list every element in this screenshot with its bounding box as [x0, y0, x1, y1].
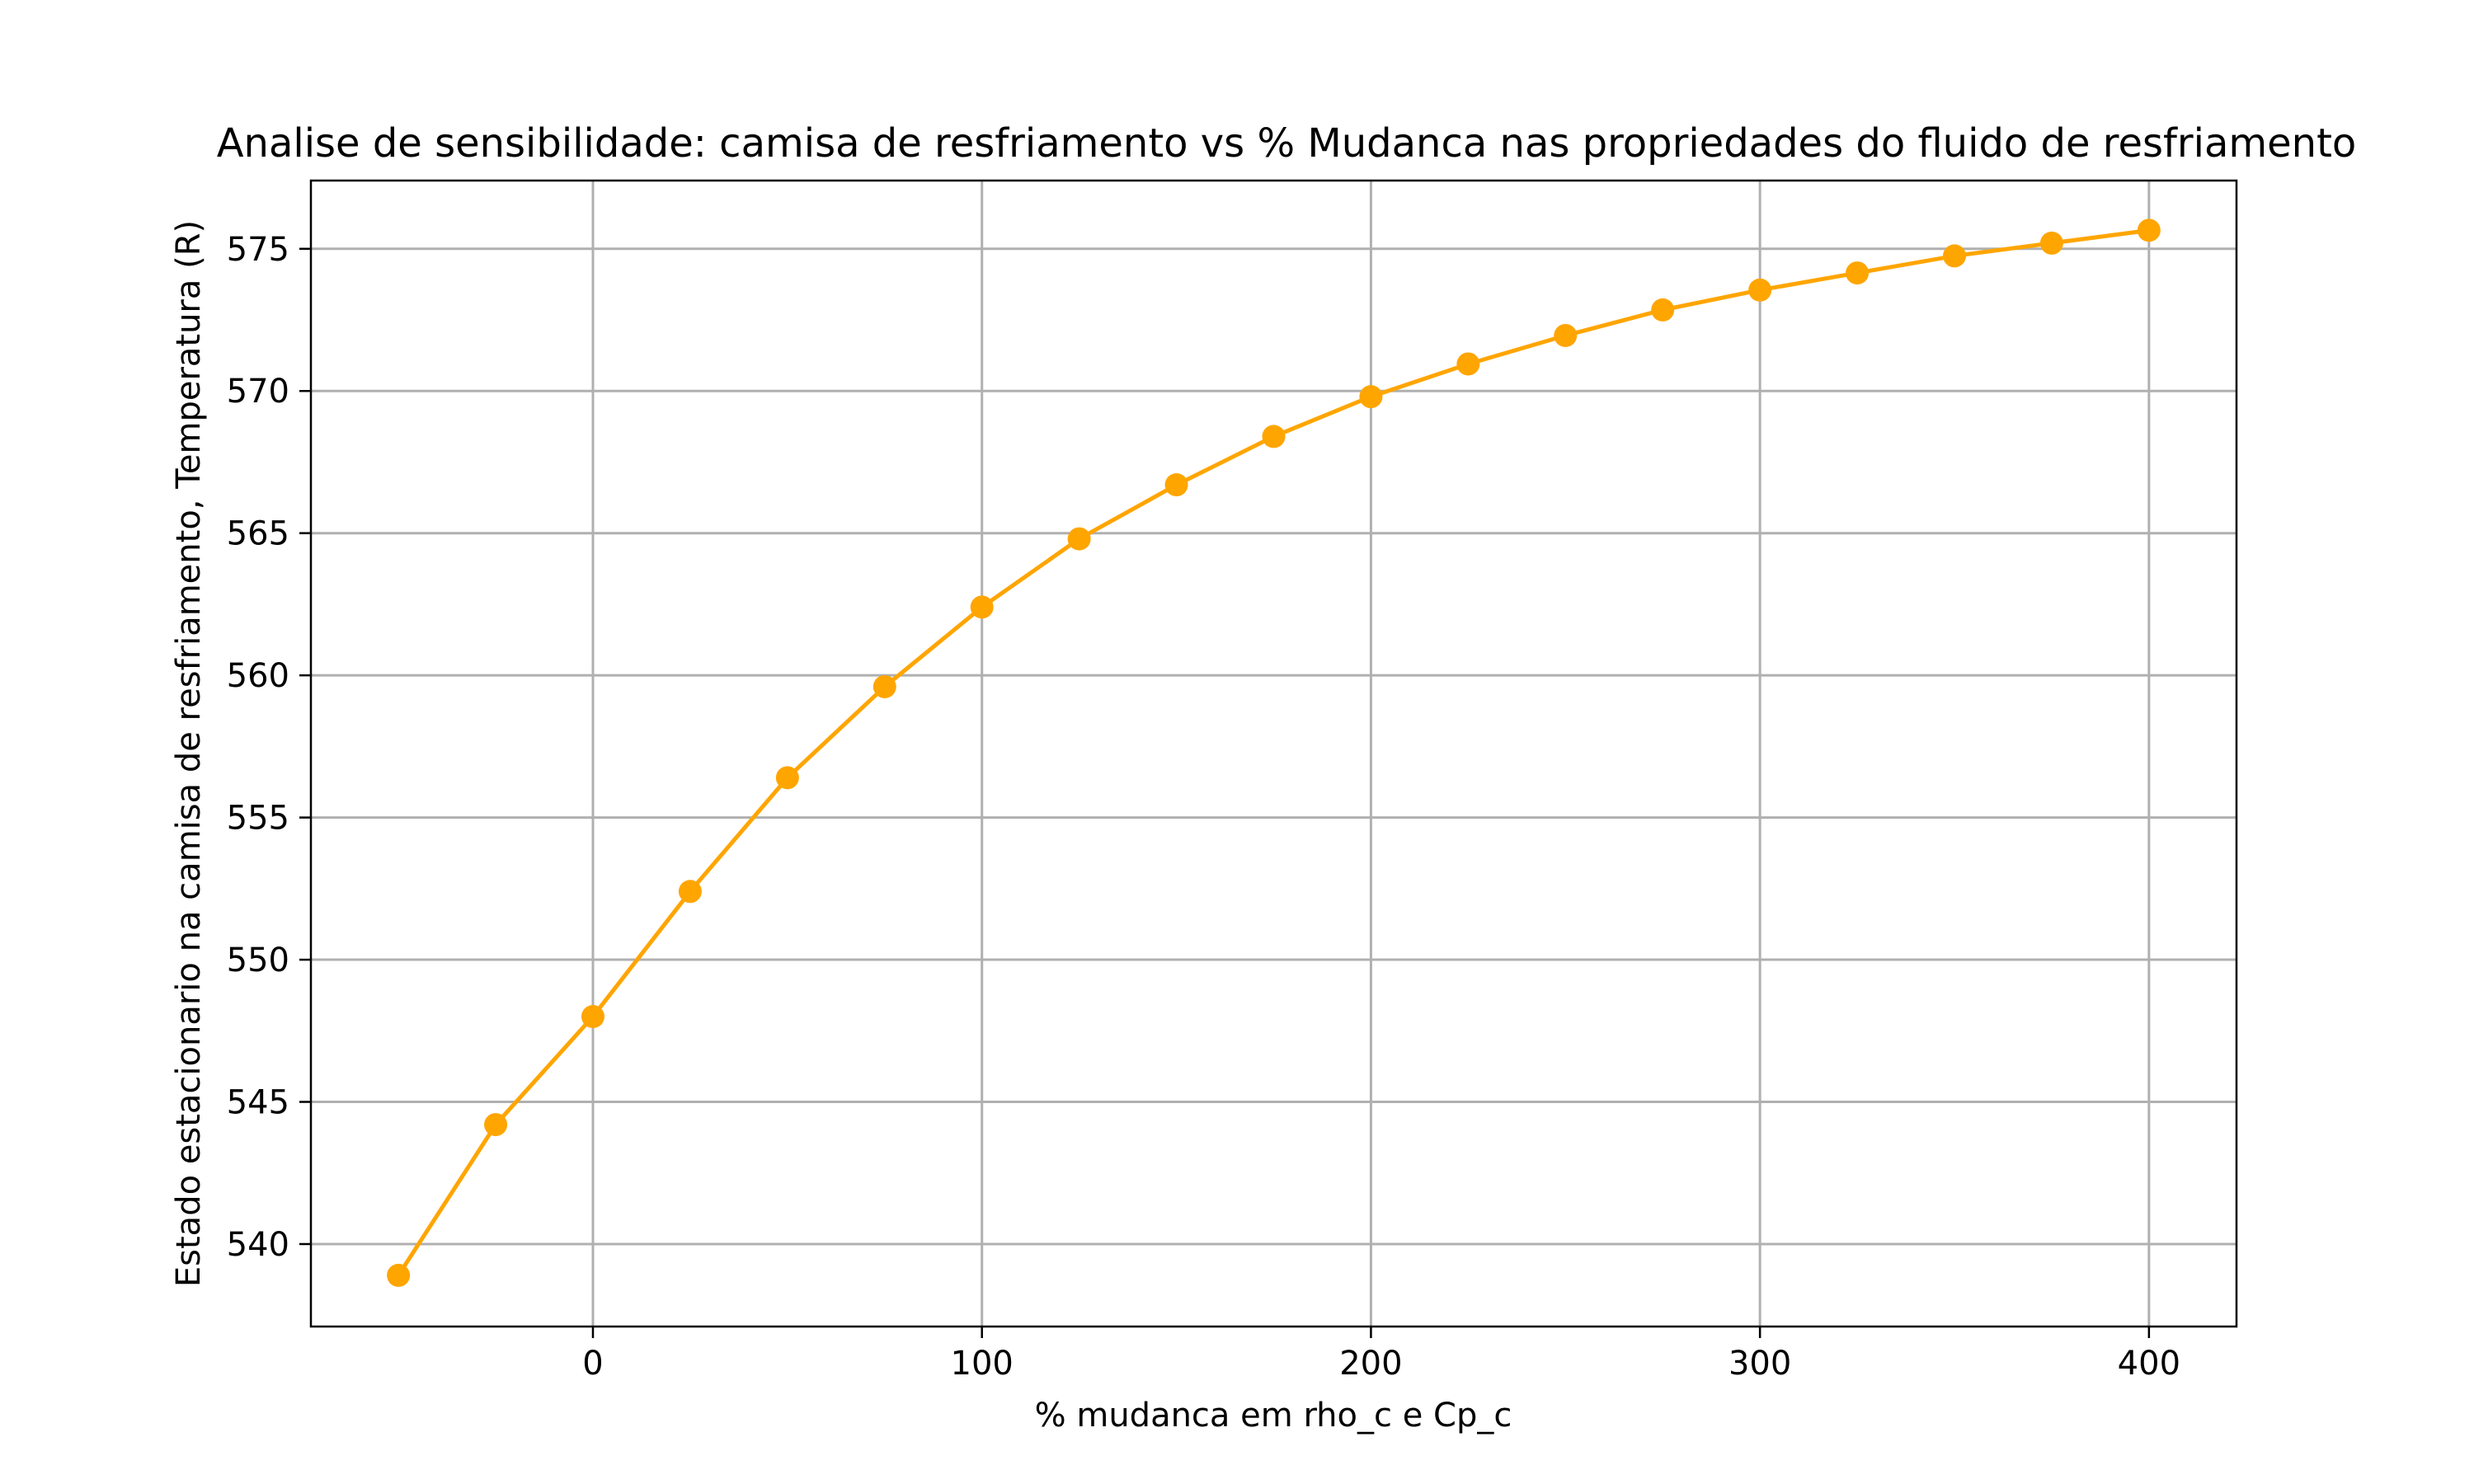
data-point	[1554, 323, 1578, 347]
data-point	[1067, 527, 1091, 551]
x-tick-label: 200	[1339, 1345, 1402, 1383]
y-axis-title: Estado estacionario na camisa de resfria…	[170, 220, 208, 1287]
x-tick-label: 300	[1729, 1345, 1791, 1383]
x-tick-label: 100	[951, 1345, 1014, 1383]
axis-ticks: 0 100 200 300 400 540 545 550 555 560 565 570 575	[227, 231, 2180, 1383]
data-point	[1651, 298, 1675, 322]
y-tick-label: 570	[227, 373, 289, 411]
y-tick-label: 560	[227, 657, 289, 695]
y-tick-label: 550	[227, 942, 289, 979]
y-tick-label: 575	[227, 231, 289, 269]
data-point	[1456, 352, 1480, 376]
data-point	[1164, 473, 1188, 497]
y-tick-label: 565	[227, 515, 289, 553]
y-tick-label: 540	[227, 1226, 289, 1264]
data-point	[872, 674, 896, 698]
chart-title: Analise de sensibilidade: camisa de resf…	[217, 120, 2357, 167]
data-point	[1748, 278, 1772, 302]
data-point	[1846, 261, 1870, 285]
series-line	[396, 228, 2152, 1278]
y-tick-label: 555	[227, 800, 289, 838]
data-point	[1359, 385, 1383, 409]
grid-lines	[311, 181, 2236, 1327]
x-tick-label: 400	[2118, 1345, 2180, 1383]
data-point	[970, 595, 994, 619]
x-tick-label: 0	[582, 1345, 603, 1383]
data-point	[775, 766, 799, 790]
data-point	[1262, 425, 1286, 448]
plot-area-frame	[309, 179, 2238, 1328]
series-layer	[387, 218, 2161, 1287]
x-axis-title: % mudanca em rho_c e Cp_c	[1035, 1397, 1512, 1435]
y-tick-label: 545	[227, 1084, 289, 1122]
data-point	[2039, 231, 2063, 255]
data-point	[581, 1005, 604, 1029]
data-point	[484, 1113, 508, 1137]
data-point	[678, 880, 702, 904]
data-point	[387, 1263, 411, 1287]
data-point	[2137, 218, 2161, 242]
data-point	[1943, 244, 1967, 268]
